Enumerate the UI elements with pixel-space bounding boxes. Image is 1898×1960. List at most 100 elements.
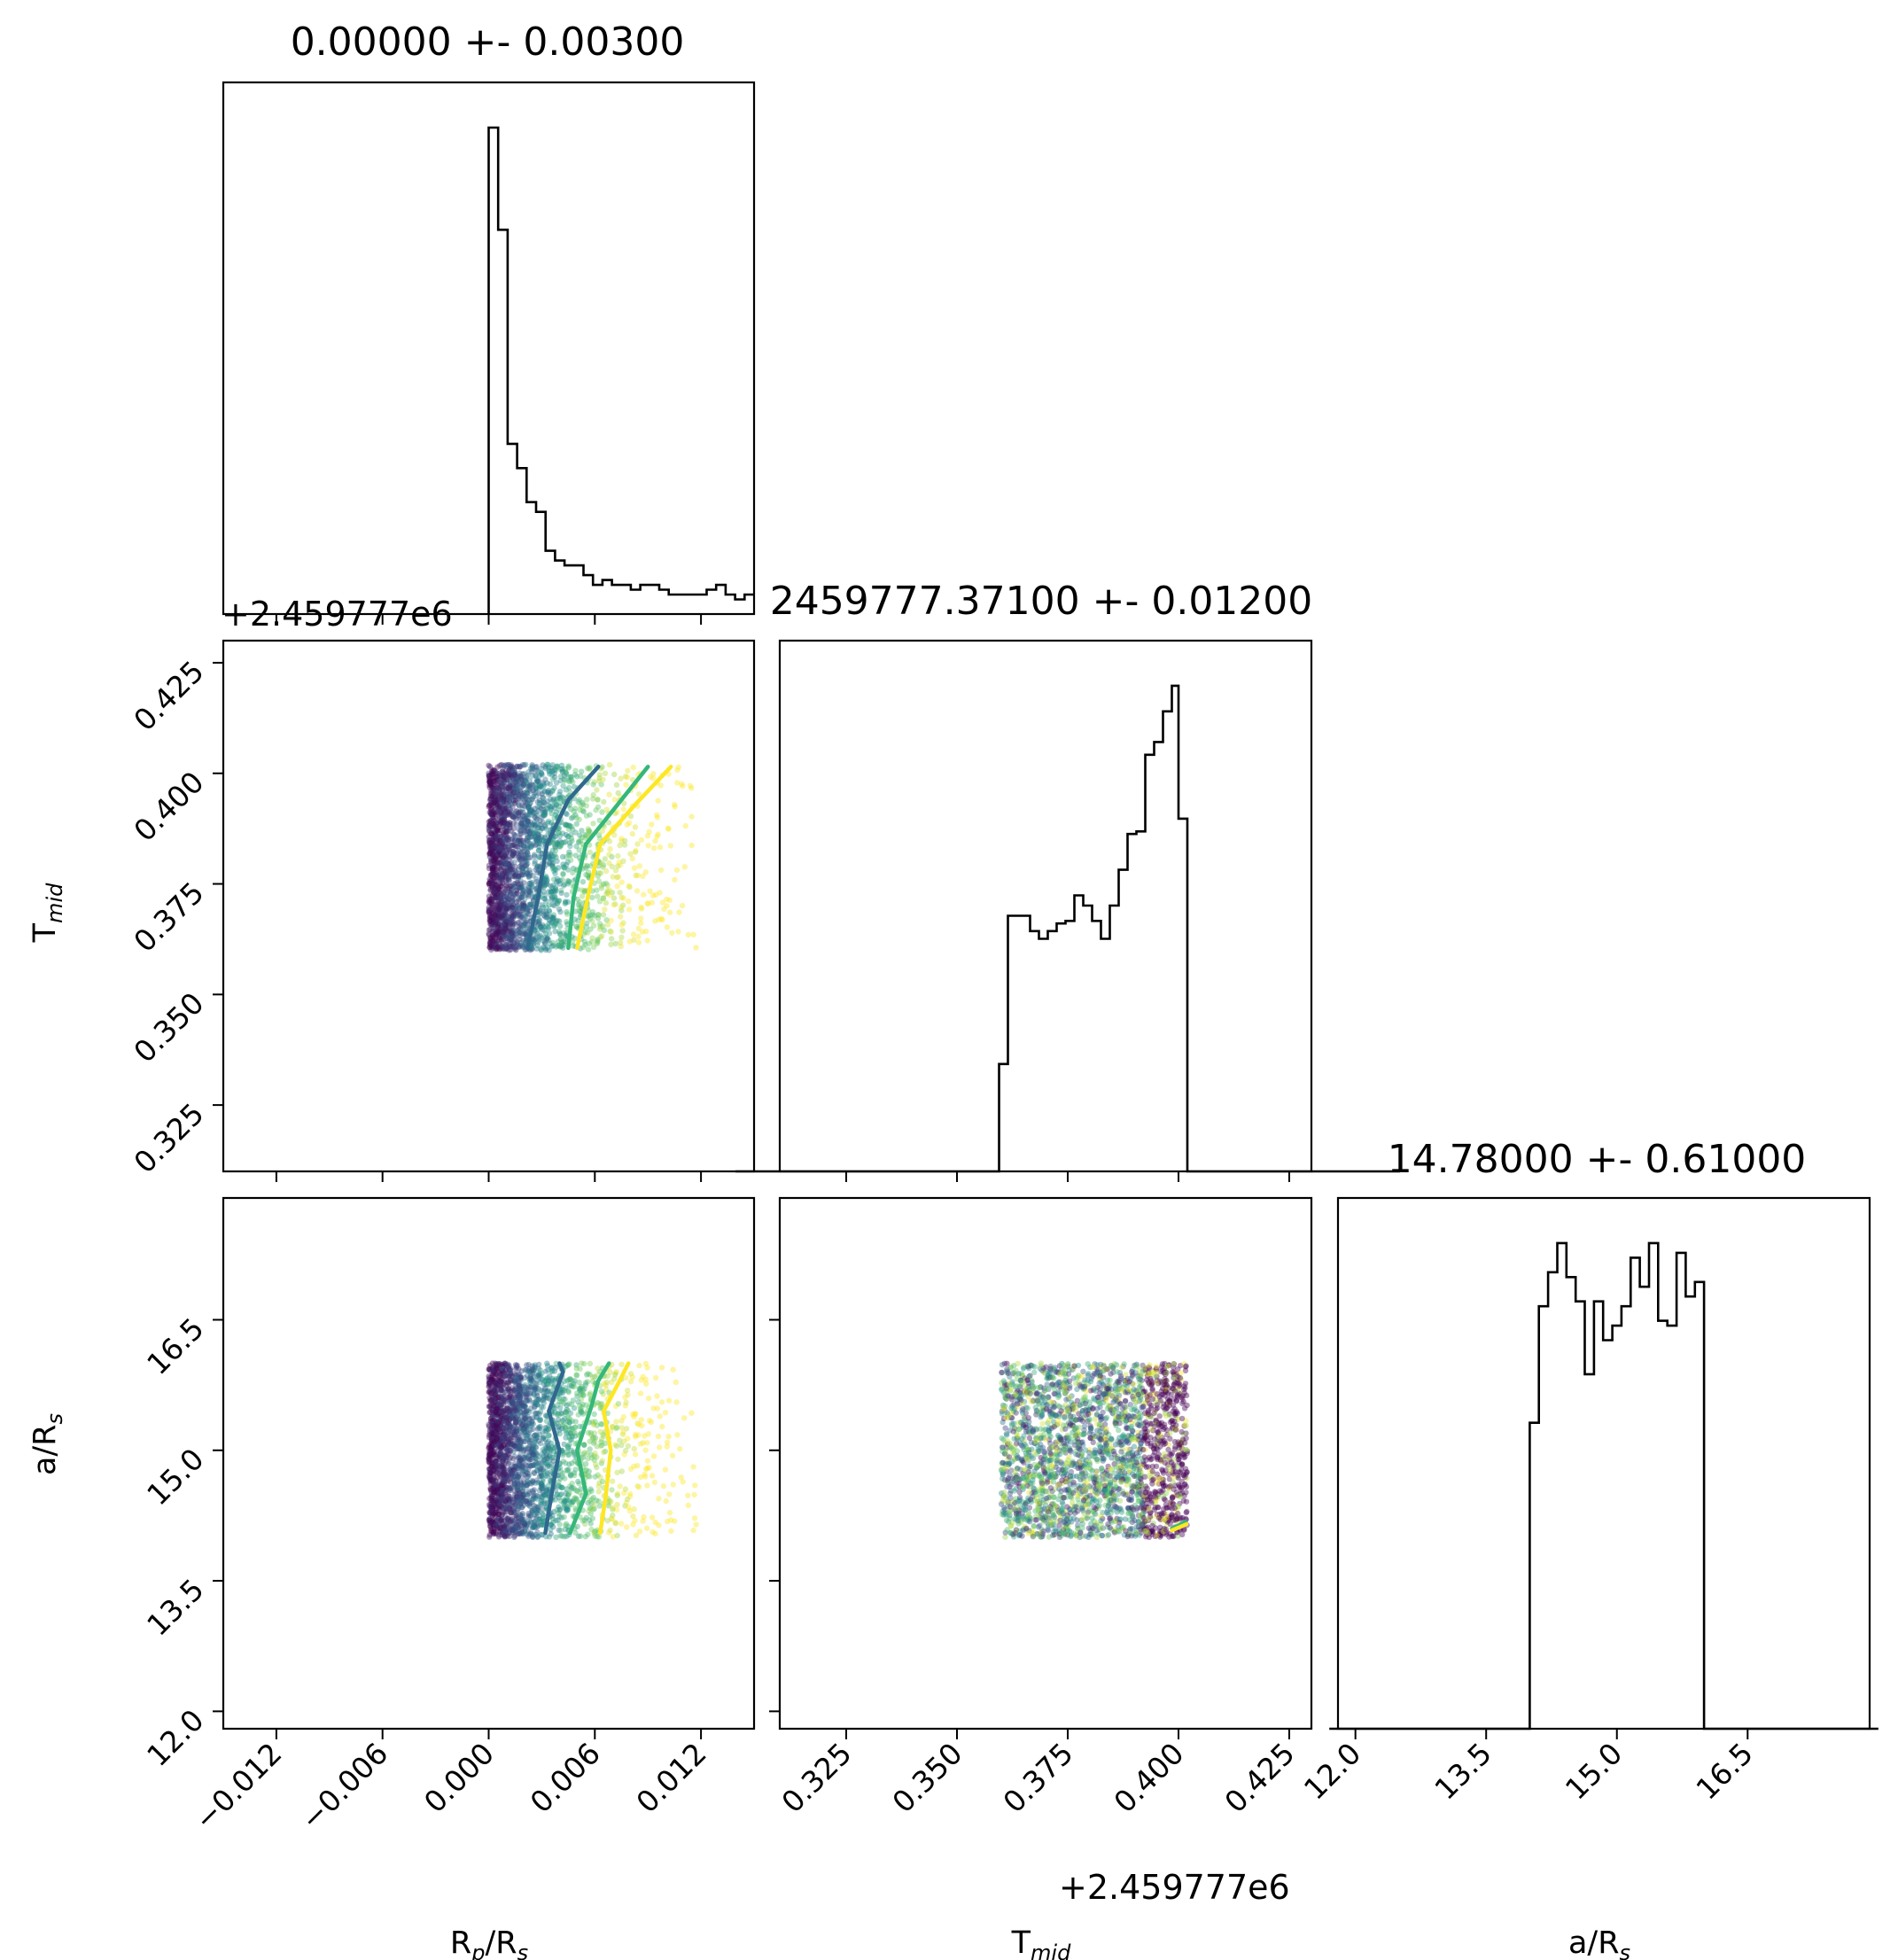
scatter-point bbox=[620, 895, 626, 901]
scatter-point bbox=[532, 1432, 538, 1439]
scatter-point bbox=[579, 887, 586, 893]
scatter-point bbox=[530, 841, 536, 847]
scatter-point bbox=[494, 791, 500, 797]
scatter-point bbox=[510, 1529, 517, 1536]
scatter-point bbox=[488, 940, 494, 947]
scatter-point bbox=[573, 1497, 580, 1503]
scatter-point bbox=[508, 1526, 514, 1532]
scatter-point bbox=[492, 1429, 498, 1435]
scatter-point bbox=[570, 826, 576, 833]
scatter-point bbox=[537, 817, 543, 824]
scatter-point bbox=[486, 840, 493, 846]
scatter-point bbox=[576, 839, 582, 845]
scatter-point bbox=[545, 761, 551, 768]
scatter-point bbox=[529, 773, 536, 779]
scatter-point bbox=[567, 1426, 574, 1432]
scatter-point bbox=[641, 891, 647, 898]
scatter-point bbox=[497, 1417, 503, 1424]
scatter-point bbox=[502, 886, 508, 892]
scatter-point bbox=[553, 1365, 559, 1371]
scatter-point bbox=[502, 919, 509, 925]
scatter-point bbox=[540, 762, 546, 768]
scatter-point bbox=[539, 1482, 545, 1489]
scatter-point bbox=[556, 803, 563, 810]
scatter-point bbox=[520, 888, 527, 894]
scatter-point bbox=[533, 809, 539, 816]
scatter-point bbox=[551, 902, 557, 909]
scatter-point bbox=[507, 863, 513, 869]
scatter-point bbox=[505, 1460, 511, 1467]
scatter-point bbox=[650, 1405, 657, 1412]
scatter-point bbox=[491, 871, 497, 877]
scatter-point bbox=[509, 843, 515, 849]
scatter-point bbox=[504, 1449, 510, 1455]
scatter-point bbox=[499, 820, 506, 826]
scatter-point bbox=[486, 1521, 494, 1527]
scatter-point bbox=[492, 1391, 498, 1397]
scatter-point bbox=[490, 811, 496, 817]
scatter-point bbox=[492, 1519, 498, 1525]
scatter-point bbox=[522, 937, 529, 944]
scatter-point bbox=[581, 1450, 587, 1456]
scatter-point bbox=[596, 817, 603, 824]
scatter-point bbox=[588, 1451, 595, 1458]
scatter-point bbox=[568, 1436, 575, 1443]
scatter-point bbox=[502, 1410, 510, 1417]
scatter-point bbox=[595, 939, 601, 945]
scatter-point bbox=[499, 945, 506, 951]
scatter-point bbox=[524, 789, 530, 797]
scatter-point bbox=[506, 868, 513, 875]
scatter-point bbox=[514, 903, 520, 910]
scatter-point bbox=[547, 940, 553, 947]
scatter-point bbox=[505, 1381, 512, 1387]
scatter-point bbox=[519, 1459, 525, 1466]
scatter-point bbox=[578, 803, 584, 809]
scatter-point bbox=[603, 806, 610, 813]
scatter-point bbox=[511, 1428, 518, 1435]
scatter-point bbox=[486, 1469, 493, 1475]
scatter-point bbox=[538, 1404, 545, 1410]
scatter-point bbox=[498, 1408, 504, 1414]
scatter-point bbox=[563, 1505, 570, 1513]
scatter-point bbox=[554, 875, 561, 883]
scatter-point bbox=[536, 838, 542, 844]
scatter-point bbox=[537, 1416, 543, 1422]
scatter-point bbox=[614, 1532, 620, 1539]
scatter-point bbox=[487, 906, 494, 912]
scatter-point bbox=[517, 858, 525, 864]
scatter-point bbox=[550, 914, 557, 922]
scatter-point bbox=[511, 836, 518, 844]
scatter-point bbox=[618, 934, 625, 941]
scatter-point bbox=[605, 1529, 612, 1536]
scatter-point bbox=[512, 1512, 518, 1518]
scatter-point bbox=[511, 831, 517, 838]
scatter-point bbox=[514, 1473, 520, 1480]
scatter-point bbox=[492, 1396, 499, 1402]
scatter-point bbox=[552, 889, 558, 895]
scatter-point bbox=[563, 1409, 569, 1415]
scatter-point bbox=[546, 930, 553, 937]
scatter-point bbox=[551, 867, 557, 875]
scatter-point bbox=[497, 1422, 503, 1428]
scatter-point bbox=[511, 771, 517, 778]
scatter-point bbox=[508, 788, 514, 794]
scatter-point bbox=[486, 1432, 493, 1438]
scatter-point bbox=[533, 1435, 540, 1442]
scatter-point bbox=[494, 1517, 500, 1524]
xlabel-tmid: Tmid bbox=[1011, 1925, 1071, 1960]
scatter-point bbox=[525, 804, 532, 810]
scatter-point bbox=[553, 780, 560, 786]
scatter-point bbox=[525, 860, 531, 867]
scatter-point bbox=[505, 780, 511, 787]
scatter-point bbox=[492, 1482, 498, 1488]
scatter-point bbox=[554, 1506, 560, 1513]
scatter-point bbox=[568, 806, 574, 813]
scatter-point bbox=[555, 900, 561, 906]
scatter-point bbox=[505, 860, 511, 867]
scatter-point bbox=[510, 787, 517, 793]
scatter-point bbox=[537, 821, 543, 828]
scatter-point bbox=[578, 1396, 585, 1402]
scatter-point bbox=[526, 889, 533, 896]
scatter-point bbox=[543, 880, 549, 886]
scatter-point bbox=[509, 836, 515, 843]
